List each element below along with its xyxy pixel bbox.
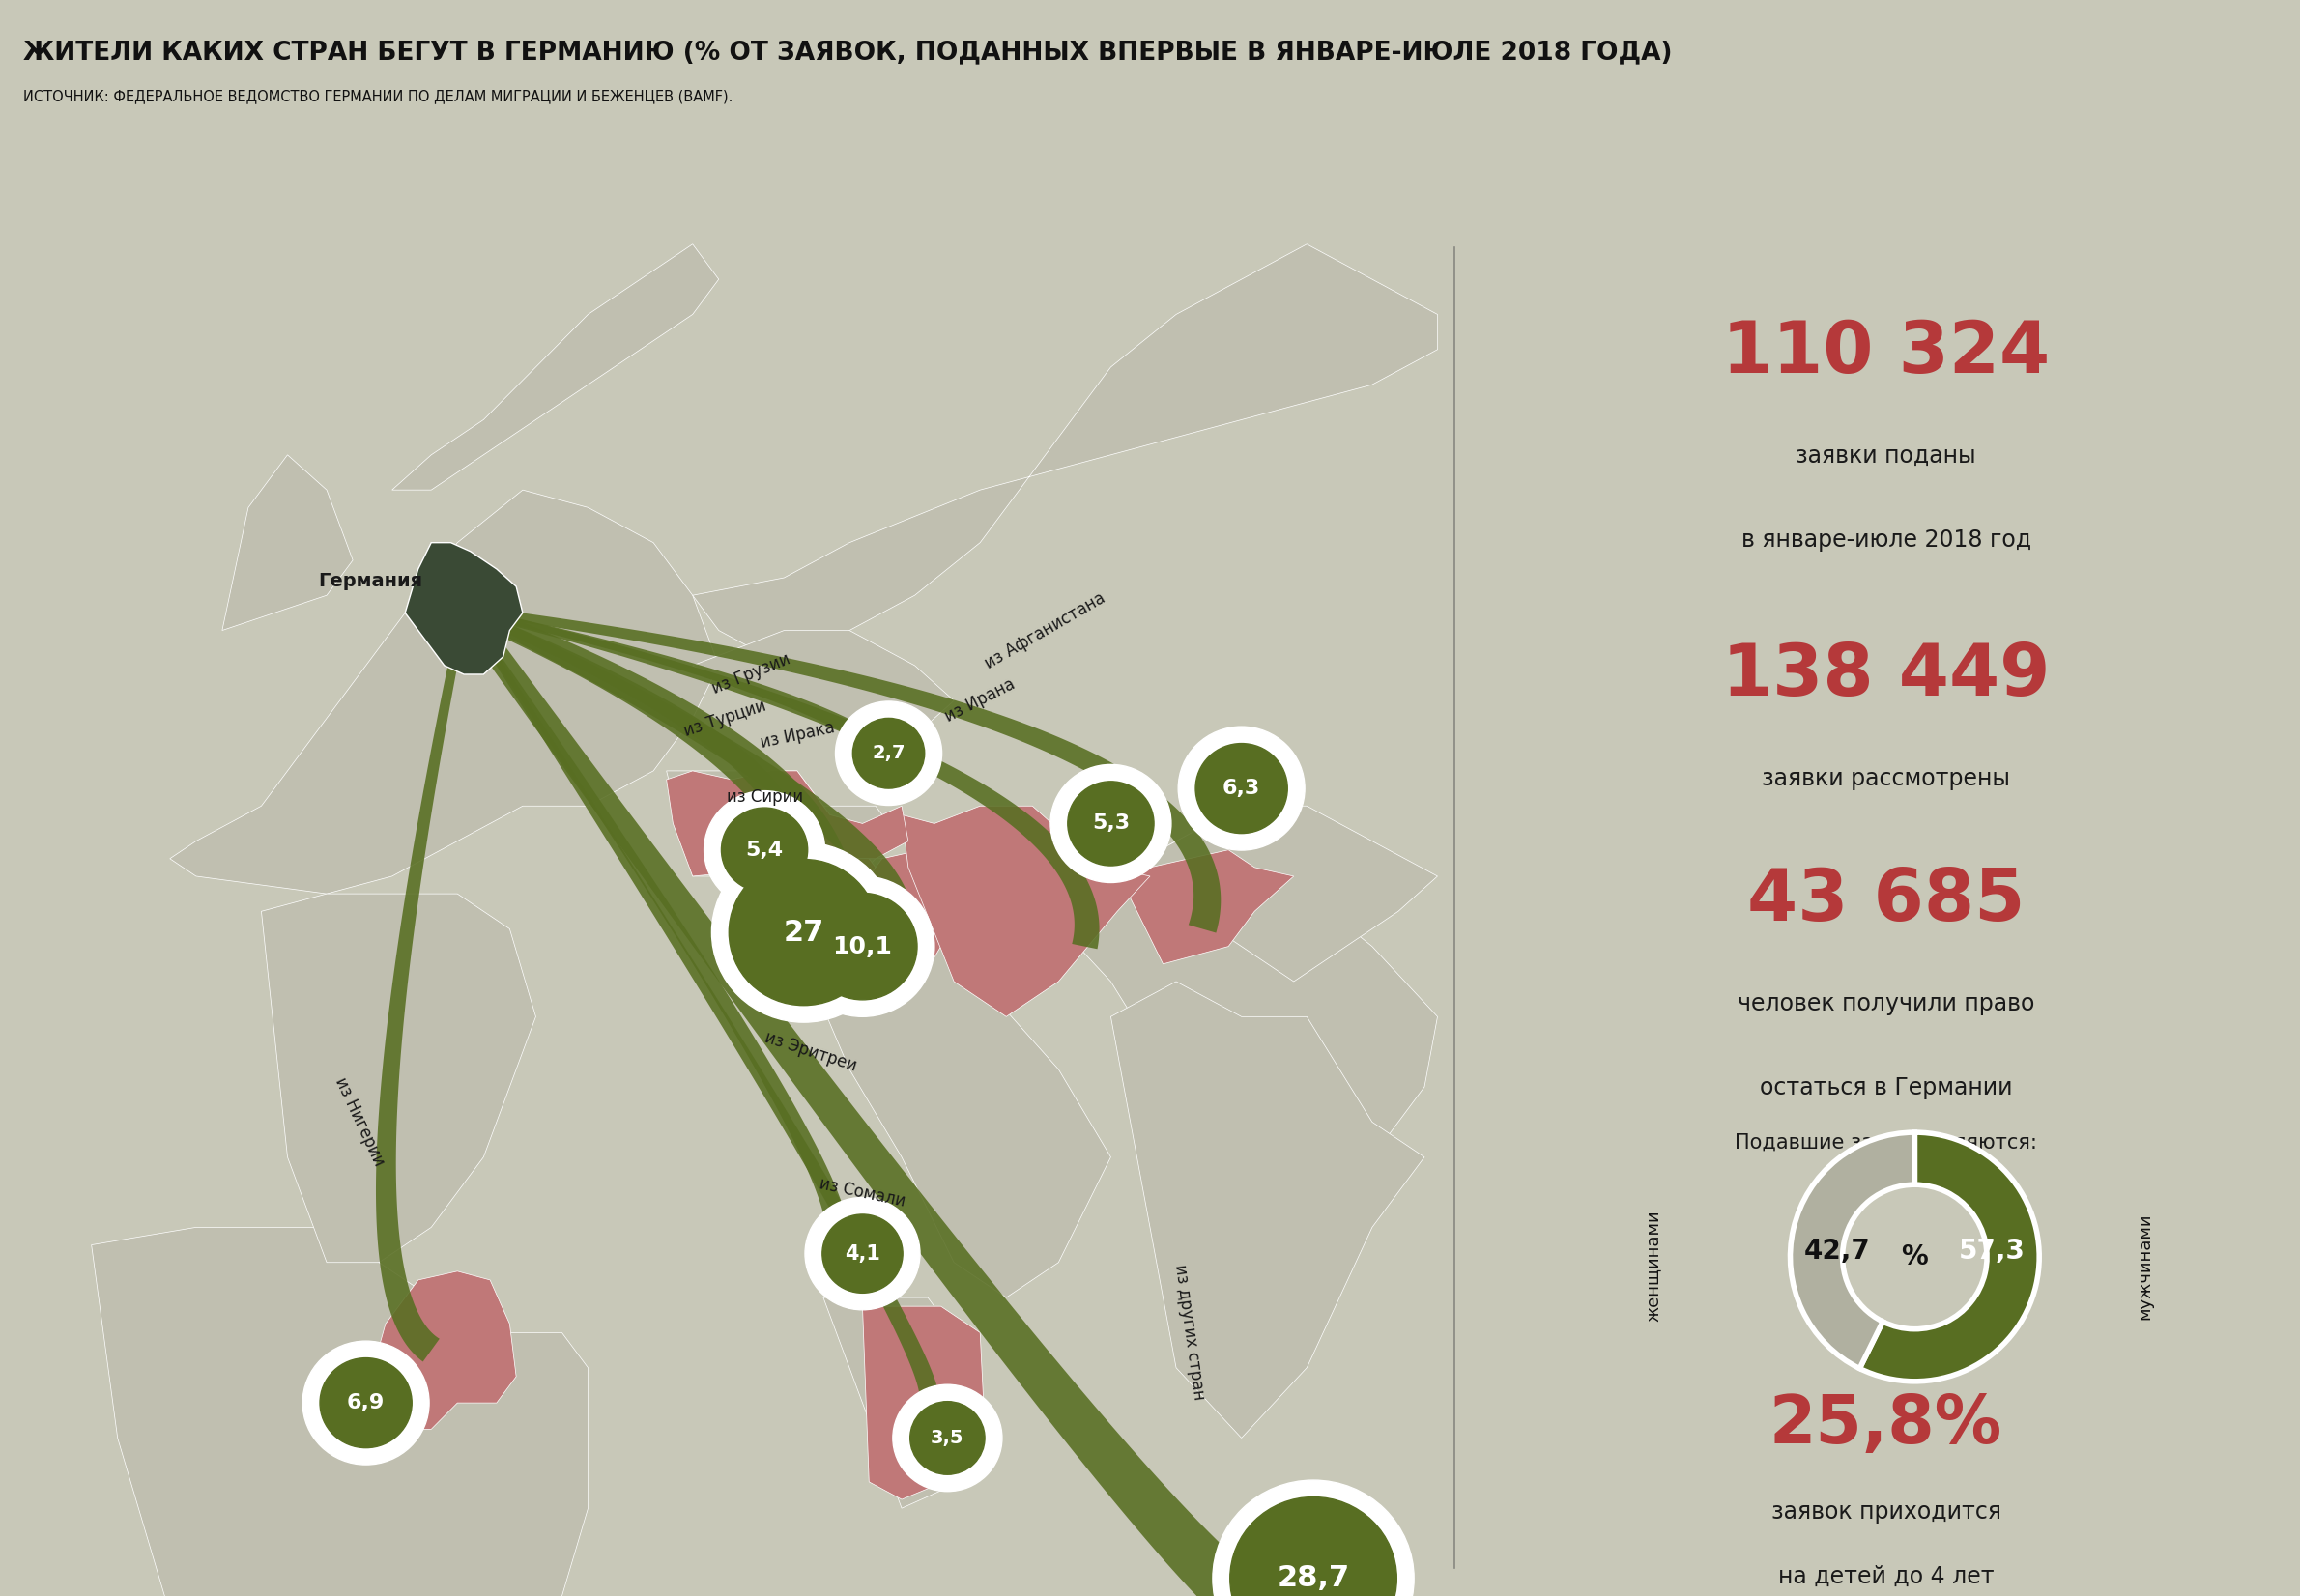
Polygon shape: [223, 455, 352, 630]
Circle shape: [1178, 726, 1304, 851]
Text: 6,9: 6,9: [347, 1393, 384, 1412]
Polygon shape: [462, 606, 798, 833]
Circle shape: [805, 1197, 920, 1310]
Polygon shape: [462, 608, 938, 1408]
Text: заявок приходится: заявок приходится: [1771, 1500, 2001, 1524]
Polygon shape: [460, 600, 856, 897]
Text: заявки поданы: заявки поданы: [1796, 444, 1976, 468]
Polygon shape: [823, 1298, 980, 1508]
Polygon shape: [1111, 982, 1424, 1438]
Circle shape: [729, 859, 879, 1005]
Text: ИСТОЧНИК: ФЕДЕРАЛЬНОЕ ВЕДОМСТВО ГЕРМАНИИ ПО ДЕЛАМ МИГРАЦИИ И БЕЖЕНЦЕВ (BAMF).: ИСТОЧНИК: ФЕДЕРАЛЬНОЕ ВЕДОМСТВО ГЕРМАНИИ…: [23, 89, 734, 104]
Polygon shape: [902, 806, 1150, 1017]
Text: Подавшие заявки являются:: Подавшие заявки являются:: [1734, 1133, 2038, 1152]
Circle shape: [722, 808, 807, 892]
Circle shape: [1051, 764, 1171, 883]
Polygon shape: [667, 771, 908, 876]
Polygon shape: [862, 1306, 987, 1500]
Polygon shape: [92, 1227, 589, 1596]
Polygon shape: [170, 490, 718, 894]
Text: 2,7: 2,7: [872, 744, 906, 763]
Text: 110 324: 110 324: [1723, 318, 2049, 388]
Text: из Эритреи: из Эритреи: [761, 1029, 858, 1074]
Circle shape: [711, 843, 895, 1023]
Circle shape: [911, 1401, 984, 1475]
Polygon shape: [462, 605, 1099, 950]
Polygon shape: [784, 859, 1111, 1298]
Text: на детей до 4 лет: на детей до 4 лет: [1778, 1566, 1994, 1588]
Circle shape: [791, 876, 934, 1017]
Polygon shape: [667, 771, 902, 876]
Circle shape: [1196, 744, 1288, 833]
Polygon shape: [366, 1270, 515, 1430]
Text: 138 449: 138 449: [1723, 642, 2049, 712]
Polygon shape: [692, 244, 1438, 666]
Text: из Грузии: из Грузии: [711, 651, 793, 697]
Circle shape: [1067, 782, 1155, 865]
Text: 6,3: 6,3: [1224, 779, 1260, 798]
Text: остаться в Германии: остаться в Германии: [1760, 1076, 2012, 1100]
Text: 25,8%: 25,8%: [1769, 1392, 2003, 1457]
Text: заявки рассмотрены: заявки рассмотрены: [1762, 768, 2010, 790]
Polygon shape: [460, 608, 849, 1238]
Circle shape: [304, 1341, 430, 1465]
Text: 10,1: 10,1: [833, 935, 892, 958]
Polygon shape: [462, 605, 1221, 932]
Text: Германия: Германия: [317, 571, 423, 591]
Text: в январе-июле 2018 год: в январе-июле 2018 год: [1741, 528, 2031, 552]
Polygon shape: [262, 894, 536, 1262]
Text: 5,3: 5,3: [1092, 814, 1129, 833]
Polygon shape: [1569, 1017, 1739, 1333]
Text: человек получили право: человек получили право: [1736, 993, 2036, 1015]
Polygon shape: [462, 606, 911, 780]
Circle shape: [892, 1385, 1003, 1491]
Polygon shape: [455, 603, 1318, 1596]
Text: женщинами: женщинами: [1644, 1210, 1663, 1321]
Polygon shape: [1125, 849, 1293, 964]
Text: мужчинами: мужчинами: [2137, 1213, 2153, 1320]
Wedge shape: [1861, 1133, 2040, 1382]
Polygon shape: [1111, 806, 1438, 982]
Text: из Нигерии: из Нигерии: [331, 1076, 386, 1168]
Text: из Ирака: из Ирака: [759, 720, 835, 752]
Text: из других стран: из других стран: [1171, 1264, 1208, 1401]
Circle shape: [853, 718, 925, 788]
Circle shape: [1212, 1479, 1414, 1596]
Circle shape: [1231, 1497, 1396, 1596]
Text: ЖИТЕЛИ КАКИХ СТРАН БЕГУТ В ГЕРМАНИЮ (% ОТ ЗАЯВОК, ПОДАННЫХ ВПЕРВЫЕ В ЯНВАРЕ-ИЮЛЕ: ЖИТЕЛИ КАКИХ СТРАН БЕГУТ В ГЕРМАНИЮ (% О…: [23, 40, 1672, 65]
Text: 3,5: 3,5: [932, 1428, 964, 1448]
Text: 5,4: 5,4: [745, 839, 784, 860]
Polygon shape: [791, 857, 876, 937]
Text: 43 685: 43 685: [1748, 865, 2024, 937]
Polygon shape: [391, 244, 718, 490]
Polygon shape: [833, 849, 961, 990]
Text: из Сомали: из Сомали: [819, 1175, 906, 1210]
Polygon shape: [375, 608, 469, 1361]
Polygon shape: [405, 543, 522, 674]
Text: 57,3: 57,3: [1960, 1237, 2026, 1264]
Text: 42,7: 42,7: [1803, 1237, 1870, 1264]
Wedge shape: [1789, 1133, 1916, 1368]
Text: из Афганистана: из Афганистана: [982, 589, 1109, 672]
Circle shape: [835, 701, 941, 806]
Circle shape: [823, 1215, 902, 1293]
Text: 4,1: 4,1: [844, 1243, 881, 1264]
Text: из Турции: из Турции: [683, 697, 768, 739]
Text: %: %: [1902, 1243, 1927, 1270]
Polygon shape: [692, 630, 954, 736]
Circle shape: [807, 894, 918, 999]
Text: 28,7: 28,7: [1276, 1564, 1350, 1593]
Polygon shape: [462, 605, 913, 921]
Circle shape: [320, 1358, 412, 1448]
Text: 27: 27: [784, 918, 823, 946]
Circle shape: [704, 792, 826, 908]
Text: из Ирана: из Ирана: [943, 675, 1019, 726]
Polygon shape: [954, 841, 1438, 1227]
Text: из Сирии: из Сирии: [727, 788, 803, 806]
